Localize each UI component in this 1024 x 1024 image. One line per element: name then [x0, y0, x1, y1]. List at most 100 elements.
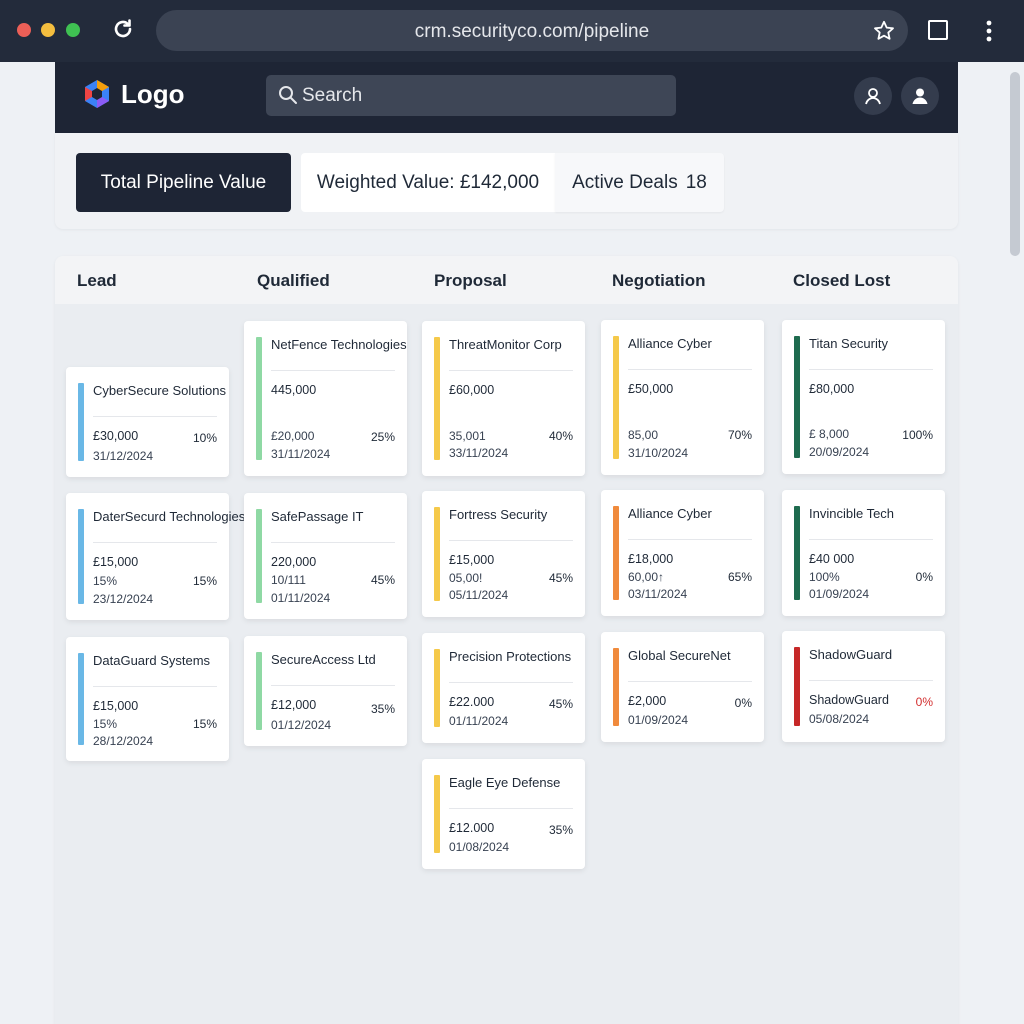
- account-button[interactable]: [901, 77, 939, 115]
- deal-probability: 10%: [192, 431, 217, 445]
- deal-probability: 40%: [548, 429, 573, 443]
- stage-color-bar: [613, 336, 619, 459]
- divider: [449, 540, 573, 541]
- deal-extra: 100%: [809, 570, 840, 584]
- deal-value: £12.000: [449, 821, 495, 835]
- bookmark-star-icon[interactable]: [872, 19, 896, 43]
- divider: [809, 539, 933, 540]
- deal-value: £18,000: [628, 552, 674, 566]
- deal-name: Fortress Security: [449, 507, 548, 522]
- deal-card[interactable]: Titan Security £80,000 £ 8,000 100% 20/0…: [782, 320, 945, 474]
- divider: [93, 686, 217, 687]
- column-title-qualified: Qualified: [257, 271, 330, 290]
- deal-name: SecureAccess Ltd: [271, 652, 376, 667]
- divider: [93, 416, 217, 417]
- deal-probability: 0%: [915, 695, 933, 709]
- deal-value: ShadowGuard: [809, 693, 889, 707]
- app-header: Logo Search: [55, 62, 958, 133]
- deal-extra: 15%: [93, 717, 118, 731]
- deal-card[interactable]: SecureAccess Ltd £12,000 35% 01/12/2024: [244, 636, 407, 746]
- deal-value: £2,000: [628, 694, 667, 708]
- logo-text[interactable]: Logo: [121, 79, 185, 109]
- profile-button[interactable]: [854, 77, 892, 115]
- divider: [809, 680, 933, 681]
- stage-color-bar: [794, 336, 800, 458]
- deal-date: 31/11/2024: [271, 447, 331, 461]
- total-pipeline-value-tab[interactable]: Total Pipeline Value: [76, 153, 291, 212]
- deal-name: Alliance Cyber: [628, 336, 712, 351]
- deal-date: 01/08/2024: [449, 840, 510, 854]
- stage-color-bar: [613, 506, 619, 600]
- divider: [271, 685, 395, 686]
- deal-value: £15,000: [93, 555, 139, 569]
- pipeline-board: Lead Qualified Proposal Negotiation Clos…: [55, 256, 958, 1024]
- deal-probability: 45%: [370, 573, 395, 587]
- column-title-negotiation: Negotiation: [612, 271, 706, 290]
- deal-extra: 10/111: [271, 573, 306, 587]
- page-scrollbar[interactable]: [1010, 72, 1020, 256]
- stage-color-bar: [78, 509, 84, 604]
- divider: [628, 681, 752, 682]
- stage-color-bar: [78, 653, 84, 745]
- stage-color-bar: [256, 509, 262, 603]
- divider: [449, 682, 573, 683]
- active-deals-tab[interactable]: Active Deals 18: [555, 153, 724, 212]
- summary-panel: Total Pipeline Value Weighted Value: £14…: [55, 133, 958, 229]
- divider: [271, 542, 395, 543]
- divider: [809, 369, 933, 370]
- deal-value: £30,000: [93, 429, 139, 443]
- deal-card[interactable]: DaterSecurd Technologies £15,000 15% 15%…: [66, 493, 245, 620]
- deal-date: 01/09/2024: [628, 713, 689, 727]
- deal-value: 220,000: [271, 555, 317, 569]
- deal-card[interactable]: ThreatMonitor Corp £60,000 35,001 40% 33…: [422, 321, 585, 476]
- deal-card[interactable]: Fortress Security £15,000 05,00! 45% 05/…: [422, 491, 585, 617]
- deal-probability: 0%: [734, 696, 752, 710]
- deal-date: 01/11/2024: [271, 591, 331, 605]
- deal-card[interactable]: Invincible Tech £40 000 100% 0% 01/09/20…: [782, 490, 945, 616]
- deal-name: DataGuard Systems: [93, 653, 211, 668]
- stage-color-bar: [794, 647, 800, 726]
- deal-card[interactable]: ShadowGuard ShadowGuard 0% 05/08/2024: [782, 631, 945, 742]
- close-window-button[interactable]: [17, 23, 31, 37]
- deal-card[interactable]: SafePassage IT 220,000 10/111 45% 01/11/…: [244, 493, 407, 619]
- divider: [93, 542, 217, 543]
- deal-card[interactable]: NetFence Technologies 445,000 £20,000 25…: [244, 321, 407, 476]
- deal-card[interactable]: Eagle Eye Defense £12.000 35% 01/08/2024: [422, 759, 585, 869]
- active-deals-count: 18: [685, 171, 707, 193]
- deal-date: 31/10/2024: [628, 446, 689, 460]
- deal-card[interactable]: DataGuard Systems £15,000 15% 15% 28/12/…: [66, 637, 229, 761]
- deal-date: 03/11/2024: [628, 587, 688, 601]
- more-menu-icon[interactable]: [980, 18, 998, 44]
- deal-date: 23/12/2024: [93, 592, 154, 606]
- stage-color-bar: [256, 337, 262, 460]
- deal-value-secondary: £20,000: [271, 429, 315, 443]
- address-bar[interactable]: crm.securityco.com/pipeline: [156, 10, 908, 51]
- deal-date: 33/11/2024: [449, 446, 509, 460]
- stage-color-bar: [256, 652, 262, 730]
- active-deals-label: Active Deals: [572, 171, 678, 193]
- weighted-value-tab[interactable]: Weighted Value: £142,000: [301, 153, 555, 212]
- deal-probability: 65%: [727, 570, 752, 584]
- divider: [449, 370, 573, 371]
- maximize-window-button[interactable]: [66, 23, 80, 37]
- tabs-icon[interactable]: [928, 20, 948, 40]
- divider: [628, 369, 752, 370]
- deal-extra: 15%: [93, 574, 118, 588]
- deal-date: 05/08/2024: [809, 712, 870, 726]
- divider: [628, 539, 752, 540]
- deal-card[interactable]: Alliance Cyber £50,000 85,00 70% 31/10/2…: [601, 320, 764, 475]
- deal-card[interactable]: CyberSecure Solutions £30,000 10% 31/12/…: [66, 367, 229, 477]
- deal-probability: 70%: [727, 428, 752, 442]
- deal-probability: 100%: [902, 428, 933, 442]
- deal-card[interactable]: Precision Protections £22.000 45% 01/11/…: [422, 633, 585, 743]
- reload-icon[interactable]: [110, 16, 136, 42]
- deal-name: SafePassage IT: [271, 509, 364, 524]
- search-input[interactable]: Search: [266, 75, 676, 116]
- minimize-window-button[interactable]: [41, 23, 55, 37]
- deal-card[interactable]: Global SecureNet £2,000 0% 01/09/2024: [601, 632, 764, 742]
- deal-value: £15,000: [93, 699, 139, 713]
- stage-color-bar: [434, 775, 440, 853]
- deal-card[interactable]: Alliance Cyber £18,000 60,00↑ 65% 03/11/…: [601, 490, 764, 616]
- deal-probability: 15%: [192, 717, 217, 731]
- deal-name: DaterSecurd Technologies: [93, 509, 246, 524]
